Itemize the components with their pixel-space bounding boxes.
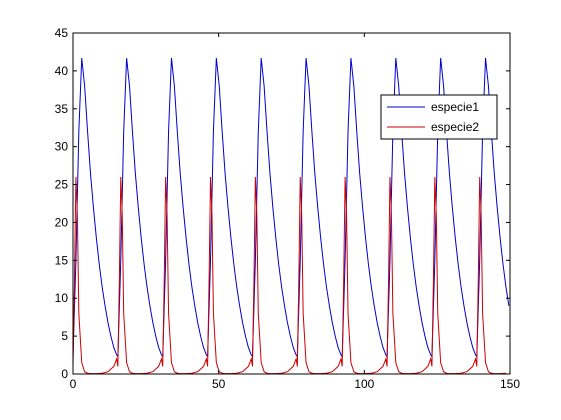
axes-box — [72, 32, 511, 375]
x-tick-label: 0 — [70, 377, 77, 391]
plot-area — [73, 33, 510, 374]
x-tick-label: 50 — [212, 377, 226, 391]
legend: especie1 especie2 — [380, 94, 498, 140]
legend-box — [380, 94, 498, 140]
legend-label-especie2: especie2 — [431, 120, 479, 134]
y-tick-label: 20 — [55, 215, 69, 229]
y-tick-label: 25 — [55, 178, 69, 192]
x-tick-label: 150 — [500, 377, 520, 391]
y-tick-label: 15 — [55, 253, 69, 267]
axes-layer: 0 50 100 150 0 5 10 15 20 25 30 35 40 45 — [55, 26, 521, 391]
legend-label-especie1: especie1 — [431, 100, 479, 114]
y-tick-label: 45 — [55, 26, 69, 40]
y-tick-label: 35 — [55, 102, 69, 116]
y-tick-label: 0 — [61, 367, 68, 381]
y-tick-label: 30 — [55, 140, 69, 154]
y-tick-label: 5 — [61, 329, 68, 343]
y-tick-label: 10 — [55, 291, 69, 305]
series-line-especie1 — [72, 57, 510, 358]
y-tick-label: 40 — [55, 64, 69, 78]
x-tick-label: 100 — [354, 377, 374, 391]
